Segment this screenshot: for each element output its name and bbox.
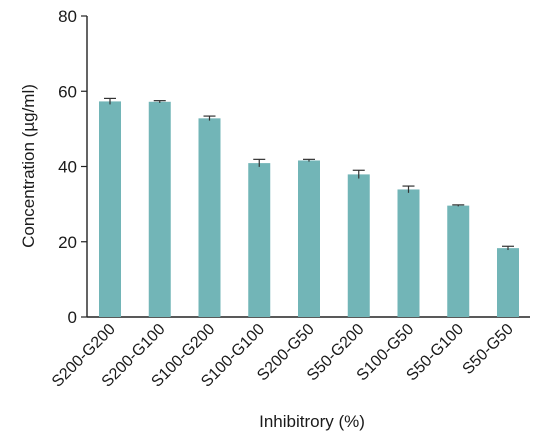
y-ticks: 0 20 40 60 80 bbox=[58, 7, 87, 327]
bar bbox=[397, 189, 420, 317]
bar bbox=[447, 205, 470, 317]
x-axis-title: Inhibitrory (%) bbox=[259, 412, 365, 431]
y-axis-title: Concentration (µg/ml) bbox=[19, 84, 38, 248]
bar bbox=[148, 101, 171, 317]
error-bars bbox=[104, 97, 514, 251]
bar bbox=[248, 163, 271, 317]
x-tick-labels: S200-G200S200-G100S100-G200S100-G100S200… bbox=[49, 321, 517, 391]
bar bbox=[347, 174, 370, 317]
bar bbox=[497, 248, 519, 317]
y-tick-label: 0 bbox=[68, 308, 77, 327]
bar bbox=[99, 101, 121, 317]
y-tick-label: 20 bbox=[58, 233, 77, 252]
x-tick-label: S50-G50 bbox=[460, 321, 517, 378]
y-tick-label: 60 bbox=[58, 82, 77, 101]
y-tick-label: 80 bbox=[58, 7, 77, 26]
bar bbox=[198, 118, 221, 317]
bars bbox=[99, 101, 519, 317]
y-tick-label: 40 bbox=[58, 158, 77, 177]
bar bbox=[298, 160, 320, 317]
